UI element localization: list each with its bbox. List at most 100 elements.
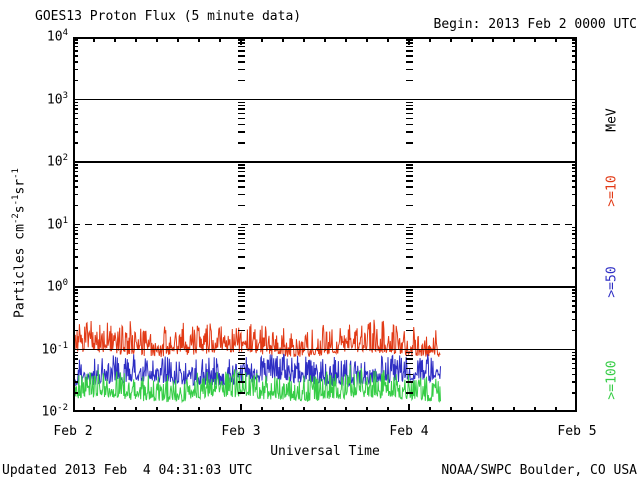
- y-minor-tick: [73, 373, 78, 376]
- x-minor-tick: [366, 407, 368, 412]
- x-minor-tick: [387, 37, 389, 42]
- x-minor-tick: [450, 407, 452, 412]
- x-minor-tick: [303, 407, 305, 412]
- y-tick-label-1e-1: 10-1: [41, 340, 69, 357]
- y-minor-tick: [73, 61, 78, 63]
- y-minor-tick: [73, 229, 78, 232]
- y-minor-tick: [73, 79, 78, 82]
- y-minor-tick: [73, 131, 78, 133]
- y-minor-tick: [572, 229, 577, 232]
- day-boundary-tick-ladder: [405, 175, 413, 177]
- x-minor-tick: [534, 407, 536, 412]
- x-day-tick: [408, 404, 410, 412]
- y-minor-tick: [572, 362, 577, 365]
- day-boundary-tick-ladder: [405, 117, 413, 120]
- day-boundary-tick-ladder: [405, 164, 413, 166]
- day-boundary-tick-ladder: [237, 373, 245, 376]
- y-minor-tick: [572, 61, 577, 63]
- day-boundary-tick-ladder: [237, 193, 245, 196]
- day-boundary-tick-ladder: [237, 233, 245, 235]
- x-minor-tick: [555, 407, 557, 412]
- day-boundary-tick-ladder: [405, 45, 413, 48]
- x-tick-feb2: Feb 2: [53, 424, 93, 439]
- x-minor-tick: [135, 37, 137, 42]
- gridline-1e0: [73, 286, 577, 288]
- y-minor-tick: [572, 104, 577, 107]
- day-boundary-tick-ladder: [237, 318, 245, 321]
- day-boundary-tick-ladder: [405, 167, 413, 169]
- day-boundary-tick-ladder: [405, 50, 413, 52]
- day-boundary-tick-ladder: [405, 329, 413, 332]
- day-boundary-tick-ladder: [405, 112, 413, 115]
- x-minor-tick: [429, 37, 431, 42]
- x-minor-tick: [492, 37, 494, 42]
- day-boundary-tick-ladder: [237, 167, 245, 169]
- y-minor-tick: [572, 256, 577, 258]
- y-minor-tick: [73, 248, 78, 251]
- y-minor-tick: [572, 358, 577, 360]
- y-minor-tick: [73, 180, 78, 182]
- y-tick-label-1e1: 101: [46, 215, 68, 232]
- begin-time-label: Begin: 2013 Feb 2 0000 UTC: [433, 17, 638, 32]
- y-minor-tick: [73, 142, 78, 144]
- y-minor-tick: [73, 164, 78, 166]
- y-minor-tick: [572, 68, 577, 71]
- y-minor-tick: [572, 289, 577, 291]
- y-minor-tick: [572, 186, 577, 188]
- y-minor-tick: [572, 50, 577, 52]
- x-minor-tick: [198, 37, 200, 42]
- day-boundary-tick-ladder: [405, 79, 413, 82]
- x-axis-title: Universal Time: [270, 444, 380, 459]
- y-minor-tick: [572, 351, 577, 354]
- y-minor-tick: [73, 351, 78, 354]
- day-boundary-tick-ladder: [237, 329, 245, 332]
- day-boundary-tick-ladder: [405, 354, 413, 357]
- day-boundary-tick-ladder: [237, 242, 245, 245]
- day-boundary-tick-ladder: [237, 358, 245, 360]
- day-boundary-tick-ladder: [405, 193, 413, 196]
- y-minor-tick: [73, 318, 78, 321]
- day-boundary-tick-ladder: [237, 61, 245, 63]
- grid-layer: [73, 37, 577, 412]
- day-boundary-tick-ladder: [237, 175, 245, 177]
- source-attribution: NOAA/SWPC Boulder, CO USA: [441, 463, 637, 478]
- day-boundary-tick-ladder: [237, 45, 245, 48]
- day-boundary-tick-ladder: [237, 248, 245, 251]
- day-boundary-tick-ladder: [237, 351, 245, 354]
- y-minor-tick: [73, 392, 78, 394]
- x-minor-tick: [282, 37, 284, 42]
- y-minor-tick: [572, 226, 577, 229]
- x-minor-tick: [282, 407, 284, 412]
- day-boundary-tick-ladder: [405, 101, 413, 104]
- y-minor-tick: [73, 104, 78, 107]
- day-boundary-tick-ladder: [237, 108, 245, 110]
- gridline-dashed-1e1: [73, 223, 577, 226]
- x-minor-tick: [534, 37, 536, 42]
- y-minor-tick: [73, 233, 78, 235]
- day-boundary-tick-ladder: [237, 362, 245, 365]
- day-boundary-tick-ladder: [237, 237, 245, 240]
- x-minor-tick: [471, 407, 473, 412]
- plot-frame: [73, 37, 577, 412]
- day-boundary-tick-ladder: [405, 186, 413, 188]
- y-minor-tick: [73, 167, 78, 169]
- day-boundary-tick-ladder: [405, 311, 413, 313]
- x-minor-tick: [177, 407, 179, 412]
- y-minor-tick: [73, 242, 78, 245]
- day-boundary-tick-ladder: [405, 229, 413, 232]
- y-minor-tick: [73, 226, 78, 229]
- y-minor-tick: [73, 42, 78, 44]
- x-minor-tick: [345, 407, 347, 412]
- y-minor-tick: [572, 45, 577, 48]
- y-minor-tick: [572, 292, 577, 294]
- y-minor-tick: [572, 79, 577, 82]
- day-boundary-tick-ladder: [405, 131, 413, 133]
- y-minor-tick: [572, 101, 577, 104]
- day-boundary-tick-ladder: [237, 229, 245, 232]
- y-minor-tick: [73, 289, 78, 291]
- day-boundary-tick-ladder: [237, 55, 245, 57]
- y-minor-tick: [572, 318, 577, 321]
- y-minor-tick: [73, 55, 78, 57]
- plot-area: [73, 37, 577, 412]
